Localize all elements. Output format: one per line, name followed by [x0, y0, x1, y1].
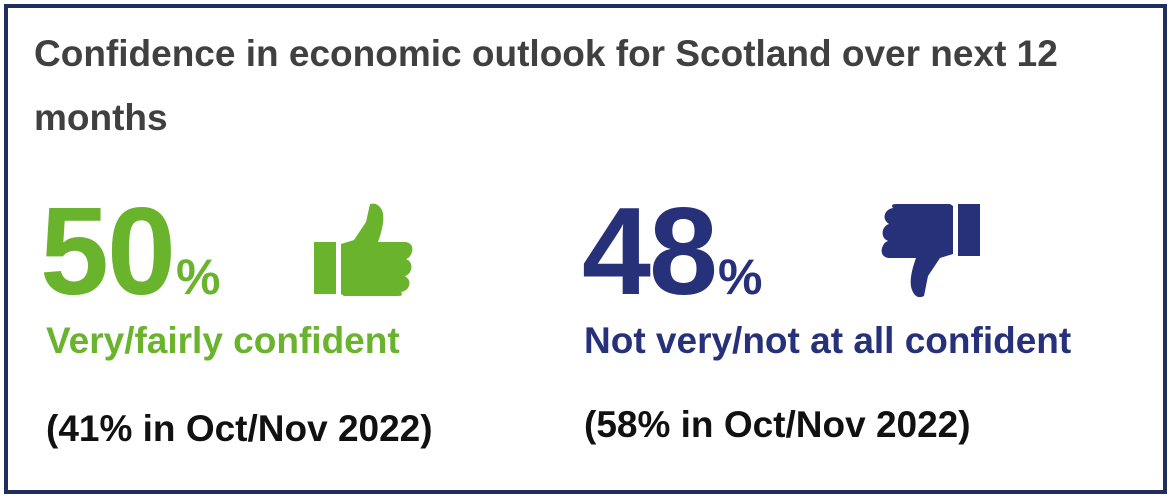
not-confident-percentage: 48% — [582, 190, 762, 314]
confident-label: Very/fairly confident — [46, 320, 400, 361]
confident-value: 50 — [40, 183, 176, 321]
thumbs-down-icon — [880, 204, 980, 307]
not-confident-label: Not very/not at all confident — [584, 320, 1072, 361]
confident-previous: (41% in Oct/Nov 2022) — [46, 408, 433, 449]
confident-percentage: 50% — [40, 190, 220, 314]
not-confident-previous: (58% in Oct/Nov 2022) — [584, 404, 971, 445]
not-confident-value: 48 — [582, 183, 718, 321]
infographic-frame: Confidence in economic outlook for Scotl… — [4, 4, 1167, 494]
confident-percent-sign: % — [175, 249, 221, 305]
not-confident-percent-sign: % — [717, 249, 763, 305]
page-title: Confidence in economic outlook for Scotl… — [34, 33, 1058, 138]
thumbs-up-icon — [314, 202, 414, 301]
